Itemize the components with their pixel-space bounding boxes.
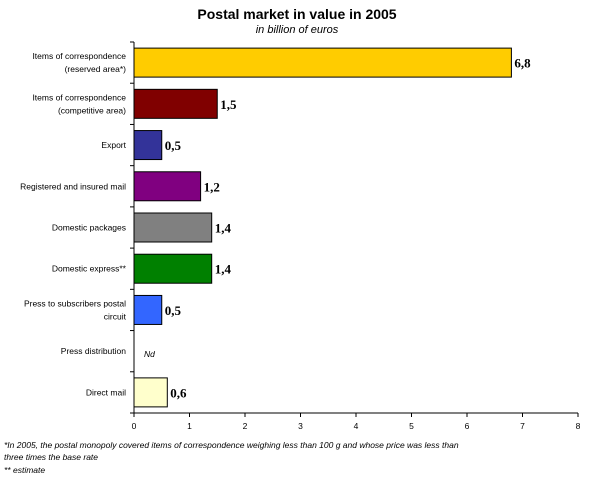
data-label: 0,5 — [165, 138, 182, 153]
category-label: Items of correspondence — [32, 51, 126, 61]
category-label: (competitive area) — [58, 105, 126, 115]
data-label: 0,5 — [165, 303, 182, 318]
x-tick-label: 1 — [187, 421, 192, 431]
bar — [133, 88, 218, 119]
category-label: Registered and insured mail — [20, 181, 126, 191]
data-label-nd: Nd — [144, 349, 155, 359]
data-label: 0,6 — [170, 385, 187, 400]
x-tick-label: 7 — [520, 421, 525, 431]
bar — [133, 47, 512, 78]
bar — [133, 130, 163, 161]
data-label: 1,5 — [220, 97, 237, 112]
category-label: (reserved area*) — [65, 64, 127, 74]
footnote-reserved-area-cont: three times the base rate — [4, 452, 99, 462]
category-label: Items of correspondence — [32, 92, 126, 102]
bar — [133, 294, 163, 325]
category-label: Domestic express** — [52, 264, 127, 274]
x-tick-label: 2 — [243, 421, 248, 431]
data-label: 6,8 — [514, 56, 531, 71]
chart-title: Postal market in value in 2005 — [197, 6, 397, 22]
x-tick-label: 3 — [298, 421, 303, 431]
x-tick-label: 5 — [409, 421, 414, 431]
category-label: Press to subscribers postal — [24, 298, 126, 308]
x-tick-label: 4 — [354, 421, 359, 431]
category-label: Domestic packages — [52, 223, 126, 233]
bar — [133, 377, 168, 408]
data-label: 1,4 — [215, 221, 232, 236]
x-tick-label: 0 — [132, 421, 137, 431]
category-label: Press distribution — [61, 346, 126, 356]
x-tick-label: 6 — [465, 421, 470, 431]
category-label: Export — [101, 140, 126, 150]
footnote-reserved-area: *In 2005, the postal monopoly covered it… — [4, 440, 459, 450]
data-label: 1,2 — [204, 179, 220, 194]
bar — [133, 212, 213, 243]
category-label: circuit — [104, 311, 127, 321]
chart-subtitle: in billion of euros — [255, 24, 339, 36]
category-label: Direct mail — [86, 387, 126, 397]
data-label: 1,4 — [215, 262, 232, 277]
footnote-estimate: ** estimate — [4, 465, 46, 475]
bar — [133, 171, 202, 202]
x-tick-label: 8 — [576, 421, 581, 431]
bar — [133, 253, 213, 284]
